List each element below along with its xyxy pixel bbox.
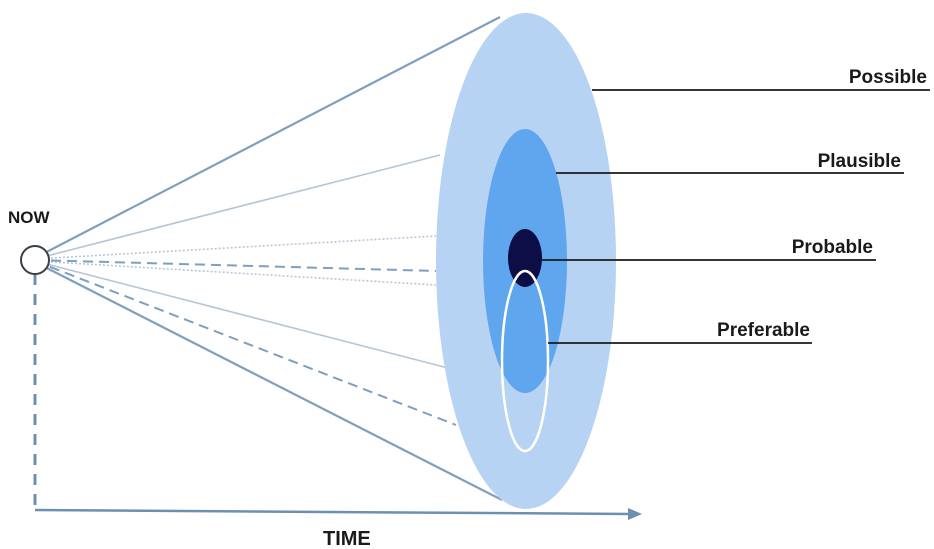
cone-edge-top	[34, 16, 501, 259]
cone-rays	[34, 16, 503, 501]
ray-preferable-top	[34, 259, 437, 272]
ray-probable-bottom	[34, 260, 437, 286]
possible-label: Possible	[849, 67, 927, 88]
cone-edge-bottom	[34, 261, 503, 501]
time-axis-label: TIME	[323, 528, 371, 549]
ray-plausible-bottom	[34, 260, 449, 369]
ray-preferable-bottom	[34, 260, 457, 426]
preferable-label: Preferable	[717, 320, 810, 341]
preferable-ellipse	[500, 269, 550, 453]
probable-ellipse	[508, 229, 542, 287]
probable-label: Probable	[792, 237, 873, 258]
time-axis-arrowhead	[628, 508, 642, 520]
leader-lines	[541, 89, 930, 344]
time-axis-line	[34, 508, 631, 516]
now-label: NOW	[8, 208, 51, 227]
plausible-label: Plausible	[818, 151, 901, 172]
now-origin-circle	[20, 245, 50, 275]
ray-plausible-top	[34, 154, 441, 260]
ray-probable-top	[34, 235, 437, 260]
